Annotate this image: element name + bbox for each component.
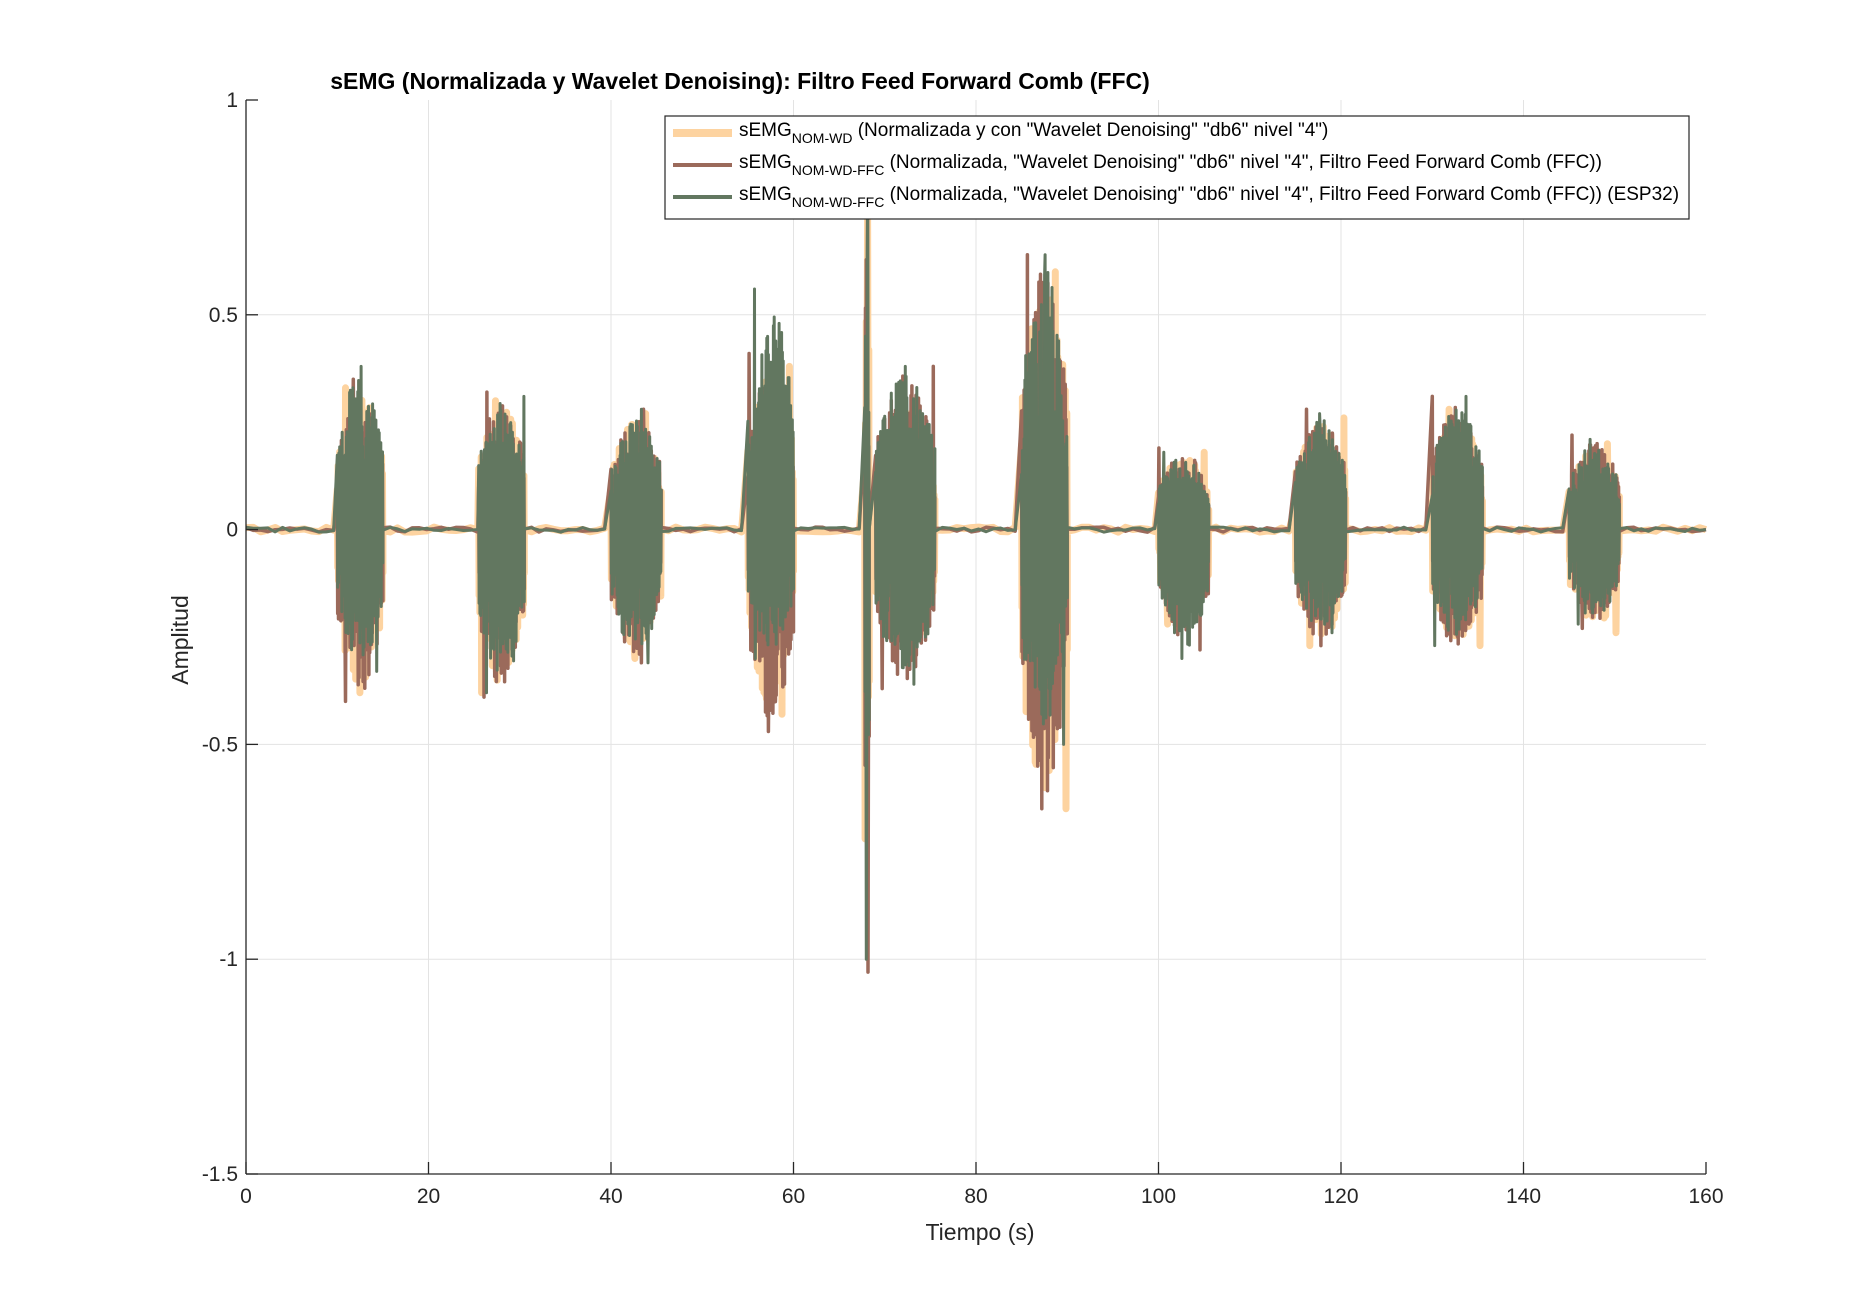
- x-tick-label: 120: [1323, 1185, 1358, 1208]
- y-axis-label: Amplitud: [167, 595, 193, 684]
- y-tick-label: -1.5: [202, 1163, 238, 1186]
- ticks: 0 20 40 60 80 100 120 140 160 -1.5 -1 -0.5 0 0.5 1: [202, 89, 1724, 1208]
- y-tick-label: 0: [226, 519, 238, 542]
- legend-entry-2: sEMGNOM-WD-FFC (Normalizada, "Wavelet De…: [739, 152, 1602, 178]
- legend-entry-1: sEMGNOM-WD (Normalizada y con "Wavelet D…: [739, 120, 1328, 146]
- y-tick-label: 0.5: [209, 304, 238, 327]
- series-line-3: [245, 205, 1707, 961]
- y-tick-label: -0.5: [202, 733, 238, 756]
- x-tick-label: 20: [417, 1185, 440, 1208]
- grid: [246, 100, 1706, 1174]
- series-layer: [245, 203, 1707, 974]
- x-tick-label: 0: [240, 1185, 252, 1208]
- x-tick-label: 60: [782, 1185, 805, 1208]
- y-tick-label: 1: [226, 89, 238, 112]
- x-tick-label: 80: [964, 1185, 987, 1208]
- legend-box: [664, 115, 1690, 220]
- x-axis-label: Tiempo (s): [925, 1219, 1034, 1245]
- x-tick-label: 40: [599, 1185, 622, 1208]
- x-tick-label: 160: [1688, 1185, 1723, 1208]
- legend-entry-3: sEMGNOM-WD-FFC (Normalizada, "Wavelet De…: [739, 184, 1679, 210]
- legend: sEMGNOM-WD (Normalizada y con "Wavelet D…: [664, 115, 1690, 220]
- x-tick-label: 100: [1141, 1185, 1176, 1208]
- x-tick-label: 140: [1506, 1185, 1541, 1208]
- y-tick-label: -1: [219, 948, 238, 971]
- chart-title: sEMG (Normalizada y Wavelet Denoising): …: [330, 68, 1150, 94]
